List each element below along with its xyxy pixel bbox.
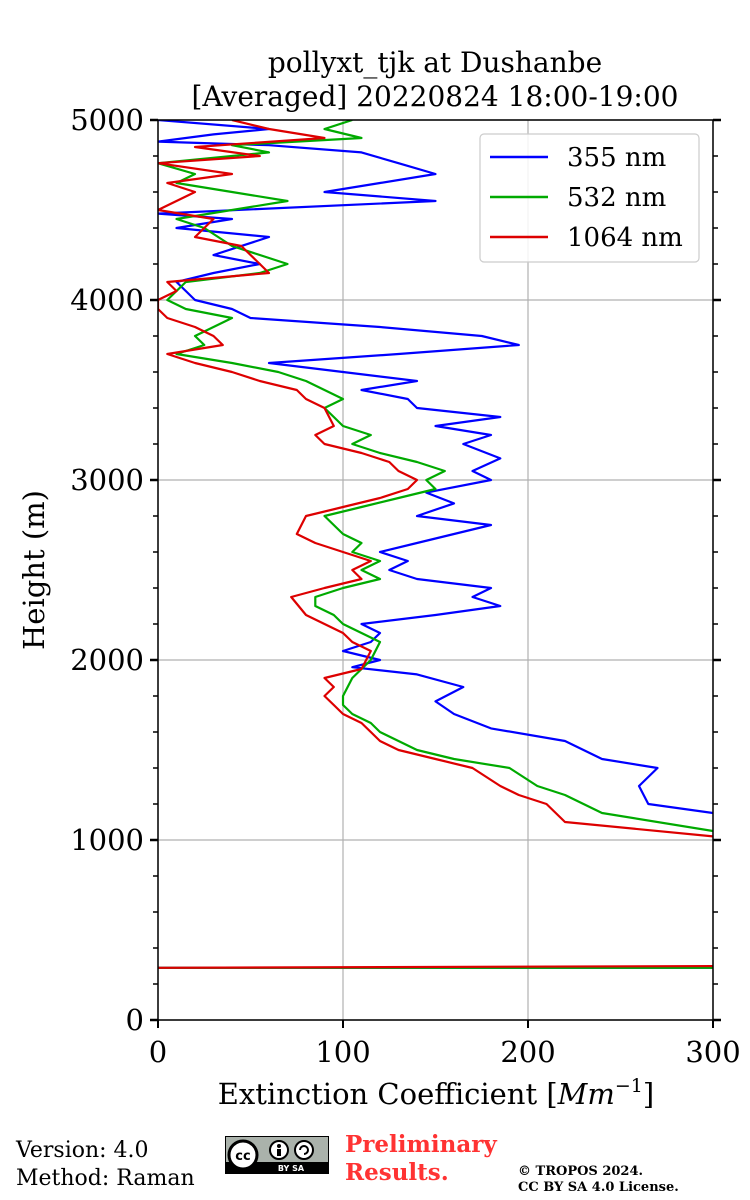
y-tick-label: 0 bbox=[126, 1003, 144, 1037]
legend: 355 nm 532 nm 1064 nm bbox=[479, 133, 700, 263]
series-lines bbox=[158, 120, 713, 969]
copyright-line-1: © TROPOS 2024. bbox=[518, 1164, 644, 1179]
preliminary-notice: Preliminary Results. bbox=[345, 1131, 497, 1187]
x-axis-label: Extinction Coefficient [Mm−1] bbox=[218, 1075, 654, 1111]
x-tick-label: 300 bbox=[685, 1035, 740, 1069]
legend-box bbox=[479, 133, 700, 263]
x-tick-label: 100 bbox=[315, 1035, 370, 1069]
y-tick-label: 3000 bbox=[70, 463, 144, 497]
y-tick-label: 4000 bbox=[70, 283, 144, 317]
series-line-2 bbox=[158, 120, 713, 969]
axis-ticks bbox=[150, 118, 721, 1028]
preliminary-line-1: Preliminary bbox=[345, 1131, 497, 1158]
extinction-chart: pollyxt_tjk at Dushanbe [Averaged] 20220… bbox=[17, 46, 741, 1111]
cc-by-sa-icon: cc BY SA bbox=[225, 1136, 329, 1174]
legend-label: 532 nm bbox=[567, 183, 666, 213]
cc-badge-text: BY SA bbox=[278, 1164, 305, 1173]
plot-frame bbox=[157, 119, 714, 1021]
cc-circle-icon bbox=[227, 1139, 259, 1171]
copyright-line-2: CC BY SA 4.0 License. bbox=[518, 1180, 679, 1195]
method-text: Method: Raman bbox=[16, 1166, 195, 1191]
y-tick-label: 5000 bbox=[70, 103, 144, 137]
x-axis-label-text: Extinction Coefficient bbox=[218, 1077, 538, 1111]
x-axis-unit: Mm bbox=[557, 1077, 615, 1111]
legend-label: 1064 nm bbox=[567, 223, 683, 253]
x-tick-label: 200 bbox=[500, 1035, 555, 1069]
x-tick-label: 0 bbox=[149, 1035, 167, 1069]
preliminary-line-2: Results. bbox=[345, 1159, 449, 1186]
y-tick-label: 2000 bbox=[70, 643, 144, 677]
y-tick-label: 1000 bbox=[70, 823, 144, 857]
chart-subtitle: [Averaged] 20220824 18:00-19:00 bbox=[192, 80, 679, 113]
sa-share-icon bbox=[294, 1140, 314, 1160]
y-axis-label: Height (m) bbox=[17, 490, 51, 650]
version-text: Version: 4.0 bbox=[16, 1138, 149, 1163]
chart-title: pollyxt_tjk at Dushanbe bbox=[268, 46, 602, 79]
x-axis-unit-exponent: −1 bbox=[615, 1075, 643, 1097]
legend-label: 355 nm bbox=[567, 143, 666, 173]
svg-text:cc: cc bbox=[235, 1149, 250, 1164]
copyright-notice: © TROPOS 2024. CC BY SA 4.0 License. bbox=[518, 1164, 679, 1196]
